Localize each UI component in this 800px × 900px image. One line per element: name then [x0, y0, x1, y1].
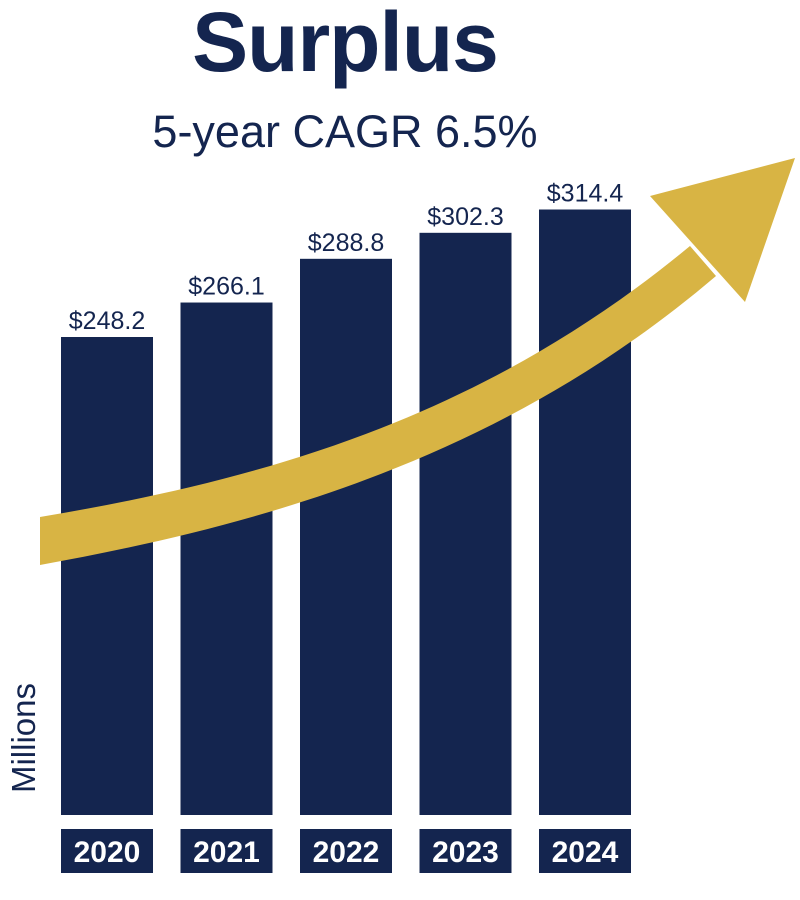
growth-arrow-head [650, 158, 795, 302]
growth-arrow-shaft [40, 246, 716, 565]
category-box-2021 [180, 829, 273, 873]
growth-arrow [40, 158, 795, 565]
bar-2024 [539, 209, 631, 815]
category-label-2020: 2020 [74, 836, 141, 869]
category-box-2020 [61, 829, 153, 873]
bar-2020 [61, 337, 153, 815]
chart-subtitle: 5-year CAGR 6.5% [152, 106, 538, 157]
category-box-2023 [419, 829, 512, 873]
category-label-2023: 2023 [432, 836, 499, 869]
category-label-2024: 2024 [552, 836, 619, 869]
bar-2023 [419, 232, 512, 815]
category-box-2024 [539, 829, 631, 873]
data-label-2020: $248.2 [69, 307, 145, 335]
bar-2021 [180, 302, 273, 816]
data-label-2021: $266.1 [188, 273, 264, 301]
bars-group [61, 209, 631, 816]
data-label-2022: $288.8 [308, 229, 384, 257]
category-box-2022 [300, 829, 392, 873]
labels-group: $248.2 2020 $266.1 2021 $288.8 2022 $302.3 2023… [61, 180, 631, 873]
category-label-2021: 2021 [193, 836, 260, 869]
data-label-2023: $302.3 [427, 203, 503, 231]
chart-title: Surplus [192, 0, 499, 89]
data-label-2024: $314.4 [547, 180, 624, 208]
category-label-2022: 2022 [313, 836, 380, 869]
bar-2022 [300, 258, 392, 816]
